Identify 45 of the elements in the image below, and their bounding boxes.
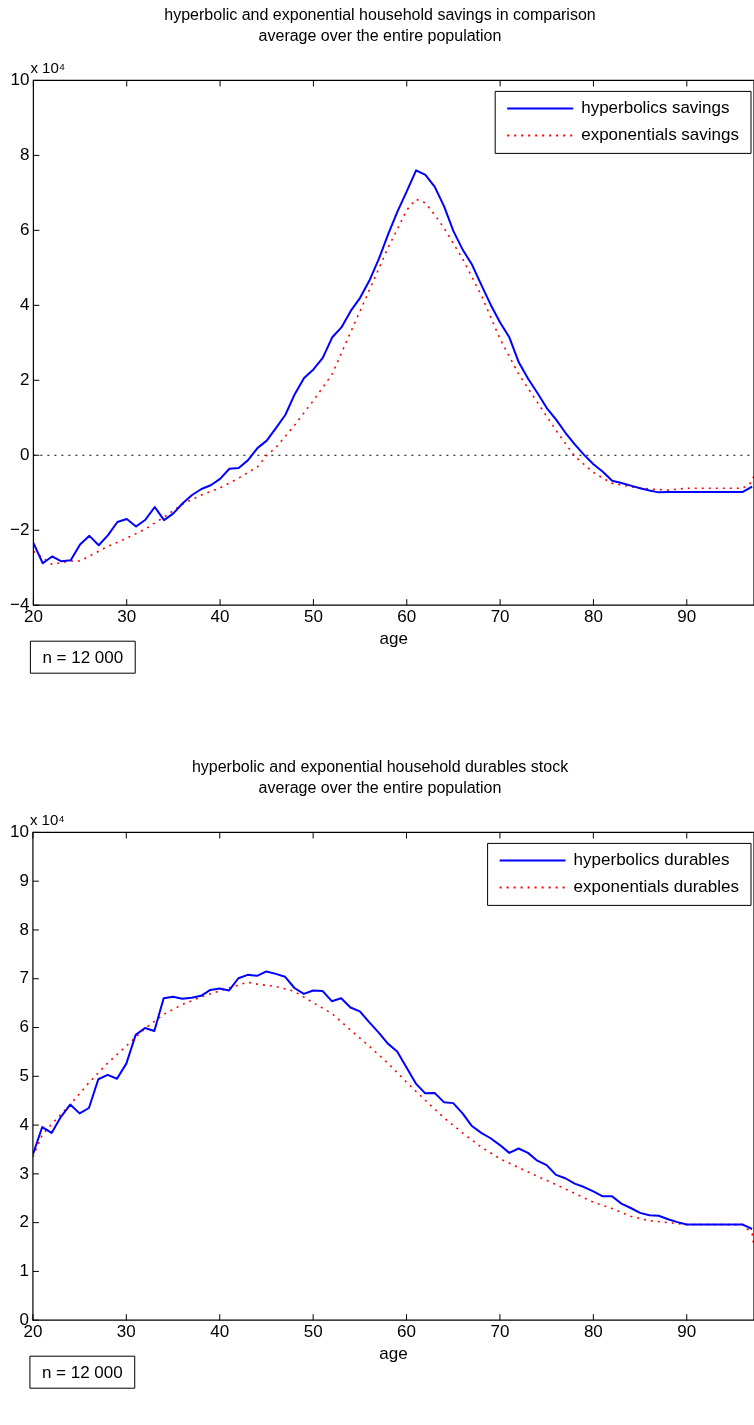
x-tick-label: 70 — [490, 607, 510, 627]
text: n = 12 000 — [42, 647, 124, 667]
legend-label: hyperbolics durables — [573, 850, 730, 870]
x-axis-title: age — [379, 629, 408, 649]
y-tick-label: 6 — [19, 220, 30, 240]
text: n = 12 000 — [41, 1362, 123, 1382]
text: x 10⁴ — [30, 59, 66, 77]
x-tick-label: 70 — [490, 1322, 510, 1342]
y-tick-label: 4 — [19, 1114, 29, 1134]
y-tick-label: 3 — [19, 1163, 29, 1183]
x-tick-label: 60 — [397, 1322, 416, 1342]
x-tick-label: 40 — [210, 607, 230, 627]
x-tick-label: 90 — [677, 607, 697, 627]
y-tick-label: 8 — [19, 919, 29, 939]
y-tick-label: 7 — [19, 968, 29, 988]
chart-subtitle: average over the entire population — [258, 779, 502, 797]
y-tick-label: 0 — [19, 444, 30, 464]
x-tick-label: 50 — [303, 1322, 323, 1342]
y-tick-label: 10 — [10, 70, 30, 90]
y-tick-label: 6 — [19, 1017, 29, 1037]
text: x 10⁴ — [29, 811, 65, 829]
x-tick-label: 80 — [583, 1322, 603, 1342]
y-tick-label: −2 — [9, 519, 30, 539]
y-tick-label: 4 — [19, 295, 30, 314]
y-tick-label: 2 — [19, 369, 30, 389]
y-tick-label: 1 — [19, 1261, 29, 1281]
x-tick-label: 50 — [303, 607, 323, 627]
legend-label: exponentials savings — [581, 125, 740, 145]
x-tick-label: 80 — [583, 607, 603, 627]
legend-label: exponentials durables — [573, 877, 740, 897]
x-axis-title: age — [379, 1344, 408, 1364]
x-tick-label: 40 — [210, 1322, 230, 1342]
x-tick-label: 30 — [117, 607, 137, 627]
chart-title: hyperbolic and exponential household savings in comparison — [164, 6, 596, 24]
y-tick-label: 9 — [19, 870, 29, 890]
x-tick-label: 30 — [116, 1322, 136, 1342]
x-tick-label: 90 — [677, 1322, 697, 1342]
chart-title: hyperbolic and exponential household durables stock — [191, 758, 570, 776]
y-tick-label: 8 — [19, 145, 30, 165]
y-tick-label: 10 — [9, 822, 29, 842]
y-tick-label: 2 — [19, 1212, 29, 1232]
legend-label: hyperbolics savings — [581, 98, 730, 118]
x-tick-label: 60 — [397, 607, 417, 627]
y-tick-label: 5 — [19, 1065, 29, 1085]
chart-subtitle: average over the entire population — [258, 27, 502, 45]
